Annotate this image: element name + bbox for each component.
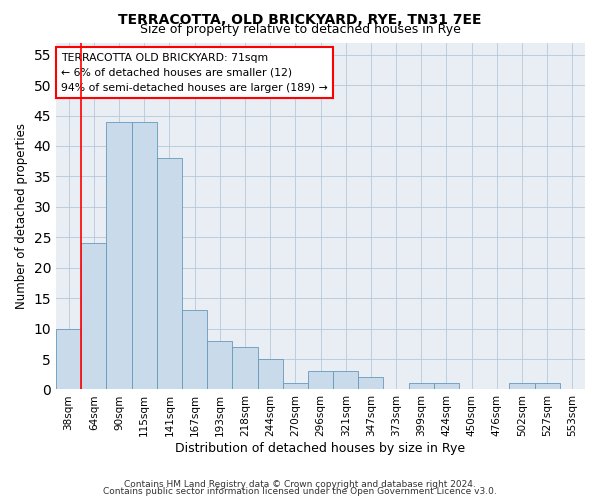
Y-axis label: Number of detached properties: Number of detached properties — [15, 123, 28, 309]
Bar — [106, 122, 131, 390]
X-axis label: Distribution of detached houses by size in Rye: Distribution of detached houses by size … — [175, 442, 466, 455]
Text: TERRACOTTA, OLD BRICKYARD, RYE, TN31 7EE: TERRACOTTA, OLD BRICKYARD, RYE, TN31 7EE — [118, 12, 482, 26]
Bar — [232, 347, 257, 390]
Bar — [535, 384, 560, 390]
Bar — [207, 341, 232, 390]
Bar — [509, 384, 535, 390]
Bar — [308, 371, 333, 390]
Bar — [157, 158, 182, 390]
Text: Contains public sector information licensed under the Open Government Licence v3: Contains public sector information licen… — [103, 487, 497, 496]
Bar — [283, 384, 308, 390]
Text: Contains HM Land Registry data © Crown copyright and database right 2024.: Contains HM Land Registry data © Crown c… — [124, 480, 476, 489]
Bar — [409, 384, 434, 390]
Bar — [131, 122, 157, 390]
Bar — [257, 359, 283, 390]
Bar — [56, 328, 81, 390]
Bar — [182, 310, 207, 390]
Text: TERRACOTTA OLD BRICKYARD: 71sqm
← 6% of detached houses are smaller (12)
94% of : TERRACOTTA OLD BRICKYARD: 71sqm ← 6% of … — [61, 53, 328, 92]
Text: Size of property relative to detached houses in Rye: Size of property relative to detached ho… — [140, 22, 460, 36]
Bar — [333, 371, 358, 390]
Bar — [81, 244, 106, 390]
Bar — [358, 378, 383, 390]
Bar — [434, 384, 459, 390]
